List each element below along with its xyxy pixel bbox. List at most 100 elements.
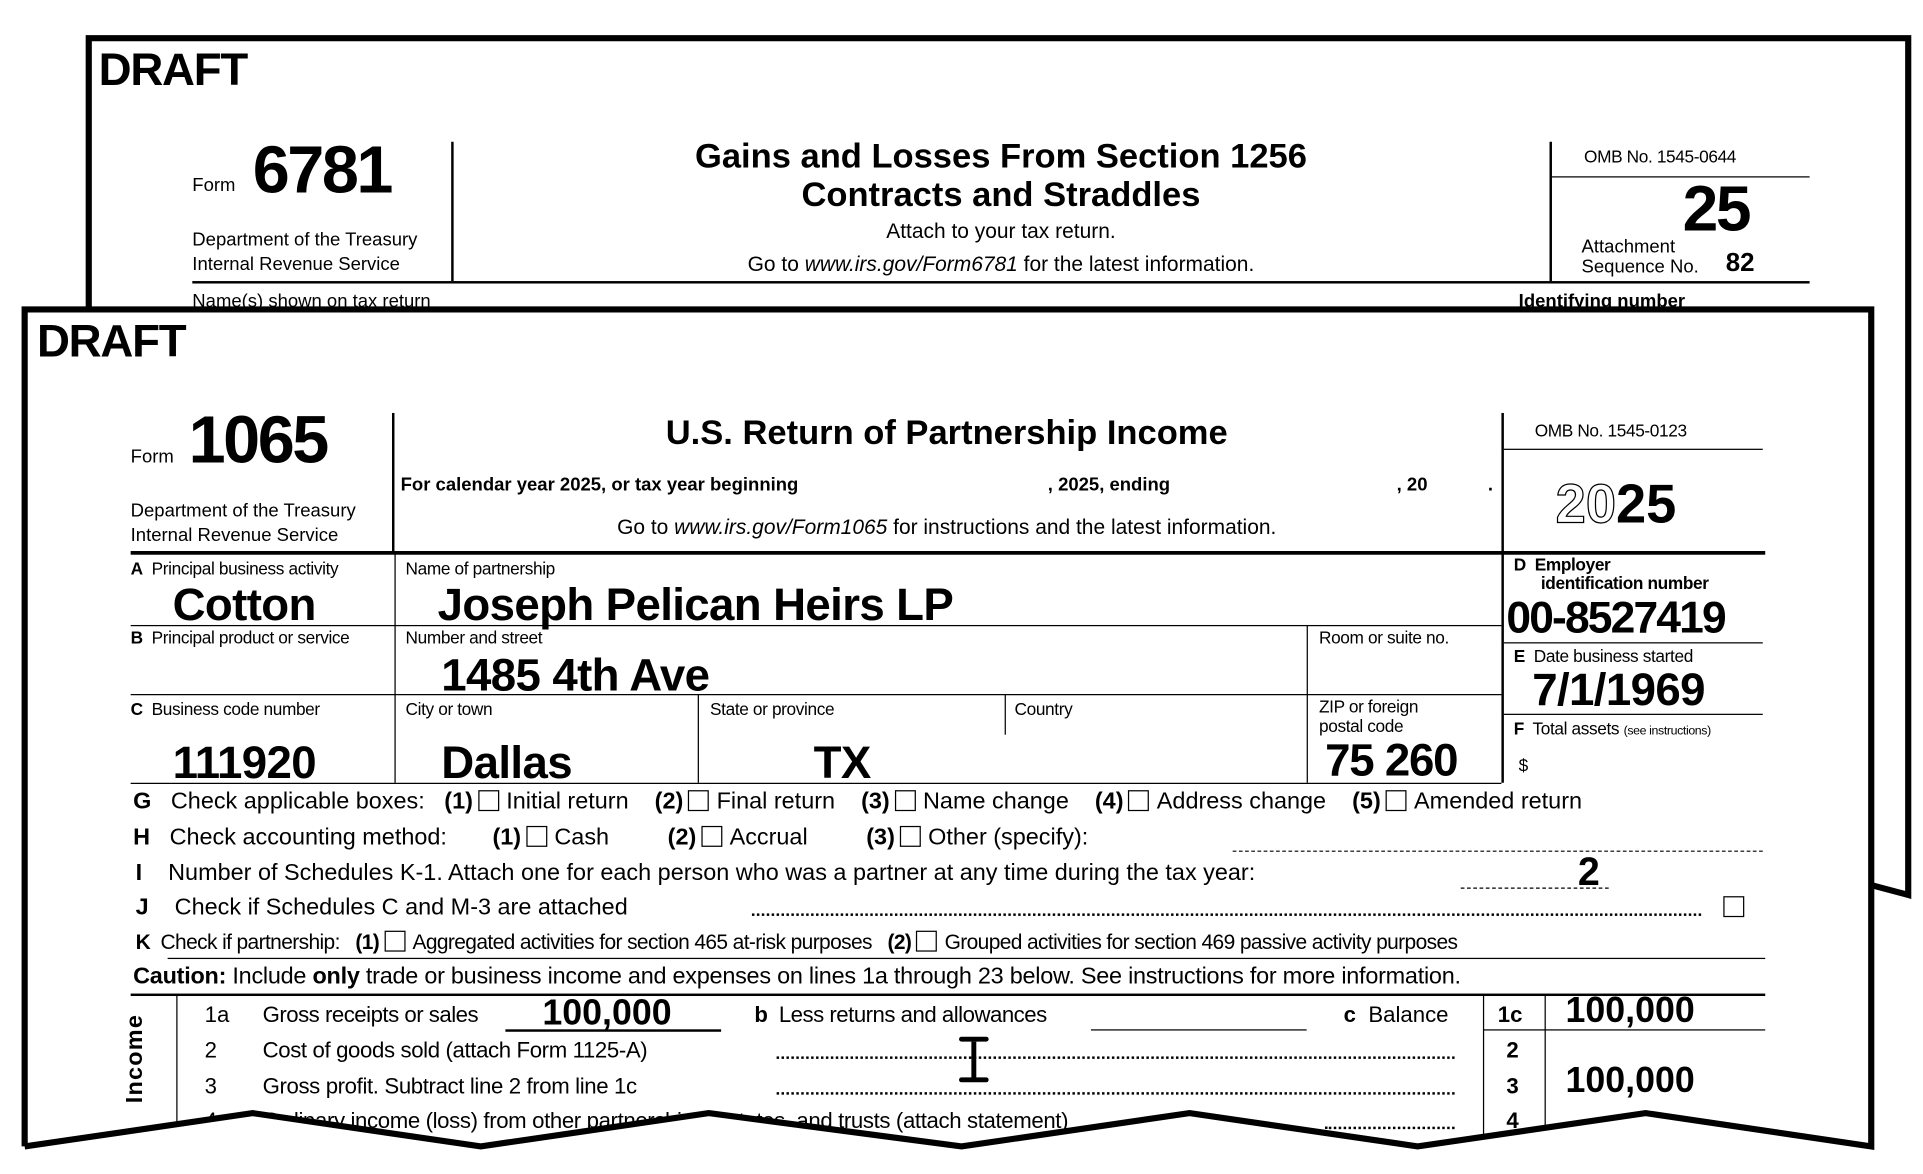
gross-profit-value[interactable]: 100,000 xyxy=(1565,1061,1695,1101)
field-d-label2: identification number xyxy=(1540,573,1709,593)
zip-value[interactable]: 75 260 xyxy=(1325,734,1458,786)
dept-line: Department of the Treasury xyxy=(130,500,356,522)
divider xyxy=(167,957,1766,960)
leader-dots xyxy=(776,1056,1455,1059)
dept-line: Department of the Treasury xyxy=(192,229,418,251)
goto-suffix: for the latest information. xyxy=(1017,252,1255,277)
line-1b-label: b Less returns and allowances xyxy=(754,1002,1047,1027)
line-3-label: Gross profit. Subtract line 2 from line … xyxy=(262,1073,638,1099)
balance-value[interactable]: 100,000 xyxy=(1565,991,1695,1031)
dept-line: Internal Revenue Service xyxy=(130,525,339,547)
business-code-value[interactable]: 111920 xyxy=(172,737,317,788)
row-j: J Check if Schedules C and M-3 are attac… xyxy=(135,894,628,921)
names-label: Name(s) shown on tax return xyxy=(192,290,431,312)
divider xyxy=(1501,412,1504,783)
tax-year-bold: 25 xyxy=(1616,474,1677,535)
ein-value[interactable]: 00-8527419 xyxy=(1506,591,1726,643)
goto-suffix: for instructions and the latest informat… xyxy=(887,515,1277,539)
goto-prefix: Go to xyxy=(617,515,675,539)
zip-label: ZIP or foreign xyxy=(1318,696,1419,717)
leader-dots xyxy=(1325,1126,1455,1130)
dept-line: Internal Revenue Service xyxy=(192,253,400,275)
form-title: Gains and Losses From Section 1256 xyxy=(694,136,1307,176)
divider xyxy=(1544,994,1546,1149)
divider xyxy=(1306,624,1308,783)
field-a-label: A Principal business activity xyxy=(130,558,339,579)
divider xyxy=(130,624,1502,627)
schedules-c-m3-checkbox[interactable] xyxy=(1723,896,1745,918)
row-i: I Number of Schedules K-1. Attach one fo… xyxy=(135,860,1256,887)
divider xyxy=(451,141,454,282)
line-3-box: 3 xyxy=(1506,1073,1519,1099)
zip-label2: postal code xyxy=(1318,716,1404,736)
divider xyxy=(1503,713,1763,715)
sequence-number: 82 xyxy=(1725,249,1755,278)
partnership-name-value[interactable]: Joseph Pelican Heirs LP xyxy=(437,579,954,630)
k1-count-underline xyxy=(1460,887,1609,889)
goto-prefix: Go to xyxy=(747,252,805,277)
irs-link[interactable]: www.irs.gov/Form1065 xyxy=(674,515,888,539)
caution-text: Caution: Include only trade or business … xyxy=(133,963,1461,990)
line-4-box: 4 xyxy=(1506,1108,1519,1133)
goto-text: Go to www.irs.gov/Form6781 for the lates… xyxy=(570,254,1433,275)
period: . xyxy=(1487,474,1494,496)
omb-number: OMB No. 1545-0123 xyxy=(1534,420,1687,441)
field-b-label: B Principal product or service xyxy=(130,627,350,648)
row-h: H Check accounting method: (1) Cash (2) Ac… xyxy=(133,824,1089,851)
irs-link[interactable]: www.irs.gov/Form6781 xyxy=(804,252,1018,277)
accrual-checkbox[interactable] xyxy=(701,825,723,847)
address-change-checkbox[interactable] xyxy=(1128,790,1150,812)
divider xyxy=(1482,994,1485,1149)
line-1a-label: Gross receipts or sales xyxy=(262,1002,479,1027)
divider xyxy=(176,994,178,1149)
city-value[interactable]: Dallas xyxy=(441,737,572,788)
tax-year: 25 xyxy=(1682,173,1752,246)
returns-allowances-input[interactable] xyxy=(1090,1029,1307,1031)
name-change-checkbox[interactable] xyxy=(894,790,916,812)
grouped-activities-checkbox[interactable] xyxy=(916,930,938,952)
final-return-checkbox[interactable] xyxy=(688,790,710,812)
room-label: Room or suite no. xyxy=(1318,627,1449,648)
aggregated-activities-checkbox[interactable] xyxy=(384,930,406,952)
name-label: Name of partnership xyxy=(405,558,556,579)
leader-dots xyxy=(776,1092,1455,1095)
divider xyxy=(1482,1029,1766,1031)
field-d-label: D Employer xyxy=(1513,554,1611,575)
line-1c-box: 1c xyxy=(1497,1002,1523,1027)
form-title: U.S. Return of Partnership Income xyxy=(665,412,1228,452)
city-label: City or town xyxy=(405,698,493,719)
k1-count-value[interactable]: 2 xyxy=(1577,849,1600,894)
calendar-year-text: For calendar year 2025, or tax year begi… xyxy=(400,474,799,496)
goto-text: Go to www.irs.gov/Form1065 for instructi… xyxy=(454,517,1440,538)
field-e-label: E Date business started xyxy=(1513,645,1694,666)
state-value[interactable]: TX xyxy=(813,737,872,788)
sequence-label: Sequence No. xyxy=(1581,256,1699,278)
divider xyxy=(192,281,1810,284)
principal-activity-value[interactable]: Cotton xyxy=(172,579,317,630)
field-c-label: C Business code number xyxy=(130,698,320,719)
form-word: Form xyxy=(192,175,236,196)
divider xyxy=(130,993,1766,997)
form-word: Form xyxy=(130,446,174,468)
divider xyxy=(391,412,395,553)
total-assets-input[interactable]: $ xyxy=(1518,755,1529,776)
line-2-num: 2 xyxy=(204,1037,217,1063)
omb-number: OMB No. 1545-0644 xyxy=(1584,146,1737,167)
initial-return-checkbox[interactable] xyxy=(477,790,499,812)
draft-watermark: DRAFT xyxy=(36,315,187,367)
street-value[interactable]: 1485 4th Ave xyxy=(441,649,710,701)
other-method-checkbox[interactable] xyxy=(899,825,921,847)
divider xyxy=(130,551,1766,555)
amended-return-checkbox[interactable] xyxy=(1385,790,1407,812)
divider xyxy=(1503,642,1763,644)
divider xyxy=(394,552,396,783)
other-method-input[interactable] xyxy=(1232,850,1763,852)
street-label: Number and street xyxy=(405,627,543,648)
divider xyxy=(1551,176,1810,178)
line-1c-label: c Balance xyxy=(1343,1002,1449,1027)
date-started-value[interactable]: 7/1/1969 xyxy=(1532,664,1705,715)
cash-checkbox[interactable] xyxy=(526,825,547,847)
gross-receipts-value[interactable]: 100,000 xyxy=(542,993,672,1034)
